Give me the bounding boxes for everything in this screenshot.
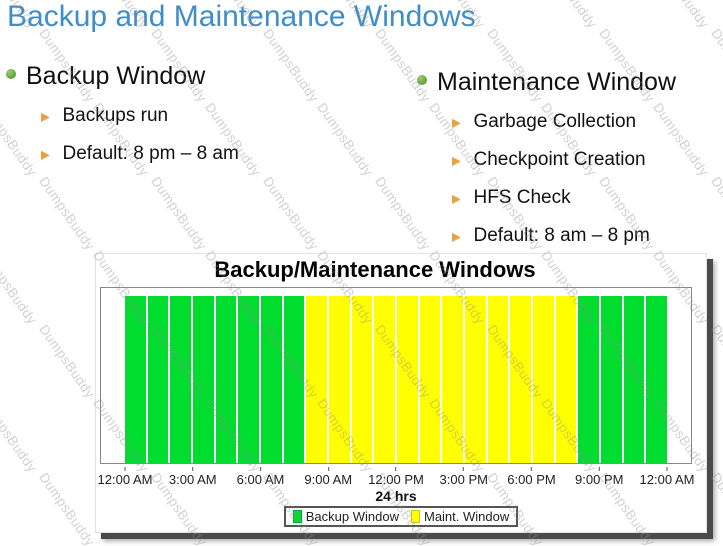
list-item: ▶ Checkpoint Creation	[417, 149, 717, 173]
list-item-label: Default: 8 am – 8 pm	[473, 225, 650, 246]
chart-panel: Backup/Maintenance Windows 12:00 AM 3:00 …	[95, 253, 707, 533]
chart-bar-backup	[125, 296, 146, 463]
chart-bar-maint	[487, 296, 509, 463]
watermark-text: DumpsBuddy	[650, 0, 712, 31]
chart-bar-backup	[215, 296, 237, 463]
chart-x-axis: 12:00 AM 3:00 AM 6:00 AM 9:00 AM 12:00 PM 3:0…	[98, 467, 694, 491]
chart-bar-backup	[646, 296, 668, 463]
chart-bar-maint	[329, 296, 350, 463]
chart-bar-backup	[578, 296, 600, 463]
chart-bars	[125, 296, 668, 463]
list-item: ▶ Backups run	[6, 105, 396, 129]
legend-item: Backup Window	[292, 509, 399, 524]
slide-title: Backup and Maintenance Windows	[7, 0, 476, 33]
maintenance-window-heading: Maintenance Window	[417, 68, 717, 97]
chart-title: Backup/Maintenance Windows	[214, 257, 536, 282]
chart-legend-wrap: Backup Window Maint. Window	[96, 506, 706, 527]
legend-item: Maint. Window	[410, 509, 510, 524]
watermark-text: DumpsBuddy	[36, 173, 98, 254]
chart-bar-backup	[623, 296, 645, 463]
list-item-label: Backups run	[62, 105, 169, 126]
arrow-bullet-icon: ▶	[41, 149, 50, 161]
legend-swatch-icon	[410, 510, 420, 523]
chart-bar-backup	[283, 296, 305, 463]
list-item-label: Garbage Collection	[473, 111, 637, 132]
backup-window-heading: Backup Window	[6, 62, 396, 91]
maintenance-window-section: Maintenance Window ▶ Garbage Collection …	[417, 68, 717, 249]
arrow-bullet-icon: ▶	[452, 117, 461, 129]
x-tick-label: 12:00 PM	[368, 467, 424, 487]
chart-bar-maint	[397, 296, 418, 463]
x-tick-label: 6:00 AM	[237, 467, 284, 487]
watermark-text: DumpsBuddy	[0, 247, 40, 328]
chart-bar-maint	[533, 296, 554, 463]
watermark-text: DumpsBuddy	[538, 0, 600, 31]
x-tick-label: 12:00 AM	[640, 467, 694, 487]
list-item: ▶ Garbage Collection	[417, 111, 717, 135]
chart-bar-backup	[170, 296, 192, 463]
chart-bar-maint	[465, 296, 486, 463]
arrow-bullet-icon: ▶	[452, 155, 461, 167]
list-item: ▶ Default: 8 am – 8 pm	[417, 225, 717, 249]
watermark-text: DumpsBuddy	[36, 321, 98, 402]
watermark-text: DumpsBuddy	[708, 469, 723, 546]
legend-label: Backup Window	[305, 509, 399, 524]
chart-x-axis-label: 24 hrs	[375, 488, 417, 504]
chart-bar-backup	[193, 296, 214, 463]
chart-bar-maint	[419, 296, 441, 463]
chart-bar-maint	[442, 296, 464, 463]
list-item-label: HFS Check	[473, 187, 571, 208]
backup-window-section: Backup Window ▶ Backups run ▶ Default: 8…	[6, 62, 396, 167]
green-bullet-icon	[417, 74, 427, 85]
chart-bar-backup	[261, 296, 282, 463]
x-tick-label: 9:00 PM	[575, 467, 623, 487]
legend-swatch-icon	[292, 510, 302, 523]
watermark-text: DumpsBuddy	[0, 395, 40, 476]
chart-bar-maint	[374, 296, 396, 463]
green-bullet-icon	[6, 68, 16, 79]
chart-bar-maint	[351, 296, 373, 463]
chart-bar-maint	[555, 296, 577, 463]
chart-bar-backup	[601, 296, 622, 463]
watermark-text: DumpsBuddy	[36, 469, 98, 546]
x-tick-label: 3:00 AM	[169, 467, 217, 487]
chart-plot-area	[100, 287, 692, 464]
chart-bar-backup	[147, 296, 169, 463]
arrow-bullet-icon: ▶	[41, 111, 50, 123]
list-item-label: Default: 8 pm – 8 am	[62, 143, 239, 164]
x-tick-label: 9:00 AM	[304, 467, 352, 487]
chart-bar-maint	[510, 296, 532, 463]
list-item-label: Checkpoint Creation	[473, 149, 646, 170]
list-item: ▶ HFS Check	[417, 187, 717, 211]
watermark-text: DumpsBuddy	[708, 321, 723, 402]
list-item: ▶ Default: 8 pm – 8 am	[6, 143, 396, 167]
backup-window-heading-label: Backup Window	[26, 62, 206, 90]
watermark-text: DumpsBuddy	[148, 173, 210, 254]
chart-legend: Backup Window Maint. Window	[283, 506, 519, 527]
chart-bar-maint	[306, 296, 328, 463]
chart-bar-backup	[238, 296, 260, 463]
maintenance-window-heading-label: Maintenance Window	[437, 68, 677, 96]
arrow-bullet-icon: ▶	[452, 231, 461, 243]
x-tick-label: 3:00 PM	[440, 467, 488, 487]
x-tick-label: 12:00 AM	[98, 467, 152, 487]
watermark-text: DumpsBuddy	[260, 173, 322, 254]
arrow-bullet-icon: ▶	[452, 193, 461, 205]
legend-label: Maint. Window	[423, 509, 510, 524]
x-tick-label: 6:00 PM	[507, 467, 556, 487]
